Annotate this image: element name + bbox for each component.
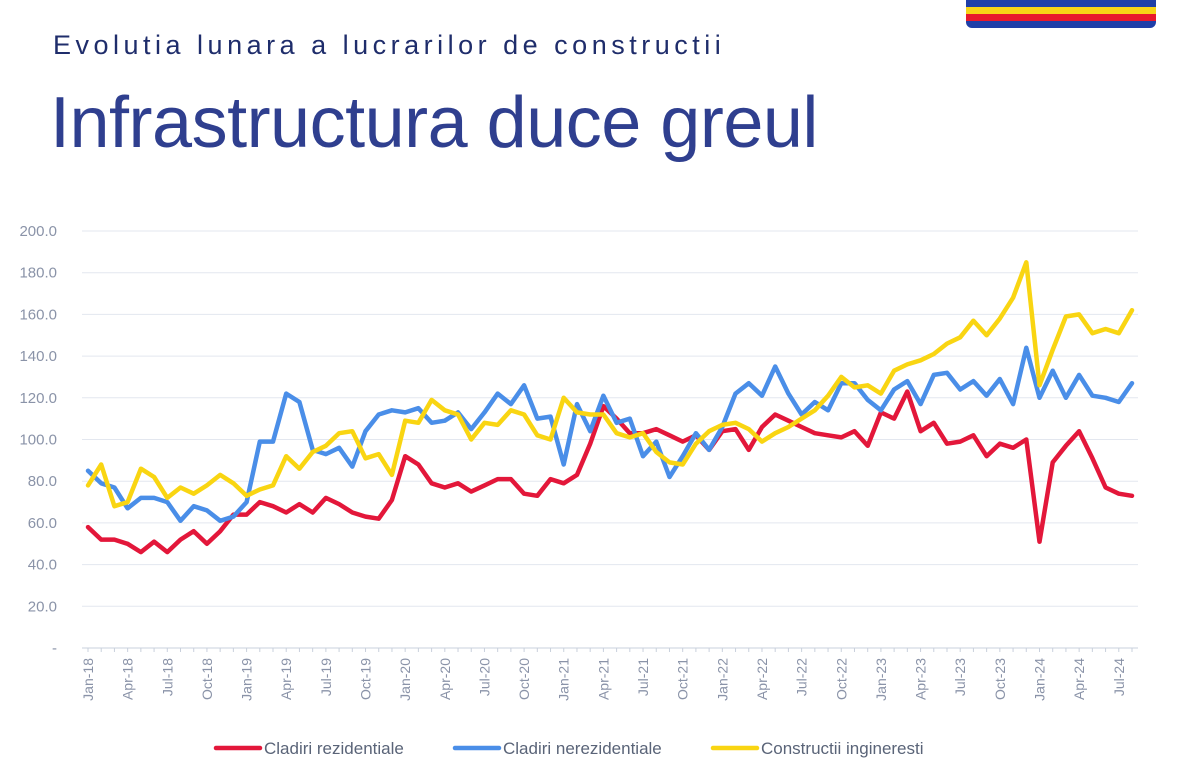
x-tick-label: Apr-20	[437, 658, 453, 700]
x-tick-label: Jul-24	[1111, 658, 1127, 696]
flag-stripes	[966, 0, 1156, 28]
x-tick-label: Oct-18	[199, 658, 215, 700]
y-tick-label: -	[52, 640, 57, 657]
flag-stripe-red	[966, 14, 1156, 21]
legend-label: Cladiri rezidentiale	[264, 739, 404, 758]
x-tick-label: Jul-23	[952, 658, 968, 696]
x-tick-label: Jan-23	[873, 658, 889, 701]
x-tick-label: Jan-18	[80, 658, 96, 701]
x-tick-label: Oct-19	[358, 658, 374, 700]
x-tick-label: Apr-23	[913, 658, 929, 700]
flag-stripe-blue-bottom	[966, 21, 1156, 28]
y-tick-label: 160.0	[19, 306, 57, 323]
legend-label: Cladiri nerezidentiale	[503, 739, 662, 758]
series-line-3	[85, 260, 1135, 509]
x-tick-label: Jan-22	[714, 658, 730, 701]
page-title: Infrastructura duce greul	[50, 83, 818, 163]
x-tick-label: Apr-21	[595, 658, 611, 700]
x-tick-label: Oct-23	[992, 658, 1008, 700]
series-line-2	[85, 345, 1135, 524]
page-subtitle: Evolutia lunara a lucrarilor de construc…	[53, 30, 726, 60]
y-tick-label: 120.0	[19, 390, 57, 407]
y-tick-label: 180.0	[19, 265, 57, 282]
y-tick-label: 200.0	[19, 223, 57, 240]
chart-legend: Cladiri rezidentiale Cladiri nerezidentia…	[213, 739, 924, 758]
x-tick-label: Jan-21	[556, 658, 572, 701]
x-tick-label: Jul-21	[635, 658, 651, 696]
y-axis-ticks: - 20.0 40.0 60.0 80.0 100.0 120.0 140.0 160.0 180…	[19, 223, 57, 657]
series-line-1	[85, 389, 1135, 555]
x-tick-label: Apr-22	[754, 658, 770, 700]
x-tick-label: Apr-19	[278, 658, 294, 700]
x-tick-label: Jul-22	[794, 658, 810, 696]
y-tick-label: 140.0	[19, 348, 57, 365]
x-tick-label: Oct-20	[516, 658, 532, 700]
x-tick-label: Jan-19	[239, 658, 255, 701]
x-tick-label: Oct-21	[675, 658, 691, 700]
y-tick-label: 20.0	[28, 598, 57, 615]
y-tick-label: 100.0	[19, 432, 57, 449]
y-tick-label: 80.0	[28, 473, 57, 490]
x-tick-label: Oct-22	[833, 658, 849, 700]
x-axis-ticks: Jan-18 Apr-18 Jul-18 Oct-18 Jan-19 Apr-19 Jul-…	[80, 648, 1133, 701]
x-tick-label: Jul-19	[318, 658, 334, 696]
flag-stripe-blue-top	[966, 0, 1156, 7]
chart-gridlines	[82, 230, 1138, 649]
y-tick-label: 40.0	[28, 557, 57, 574]
x-tick-label: Jul-18	[159, 658, 175, 696]
x-tick-label: Apr-18	[120, 658, 136, 700]
x-tick-label: Jan-24	[1031, 658, 1047, 701]
legend-label: Constructii ingineresti	[761, 739, 924, 758]
x-tick-label: Jul-20	[476, 658, 492, 696]
y-tick-label: 60.0	[28, 515, 57, 532]
x-tick-label: Jan-20	[397, 658, 413, 701]
flag-stripe-yellow	[966, 7, 1156, 14]
chart-series	[85, 260, 1135, 555]
x-tick-label: Apr-24	[1071, 658, 1087, 700]
